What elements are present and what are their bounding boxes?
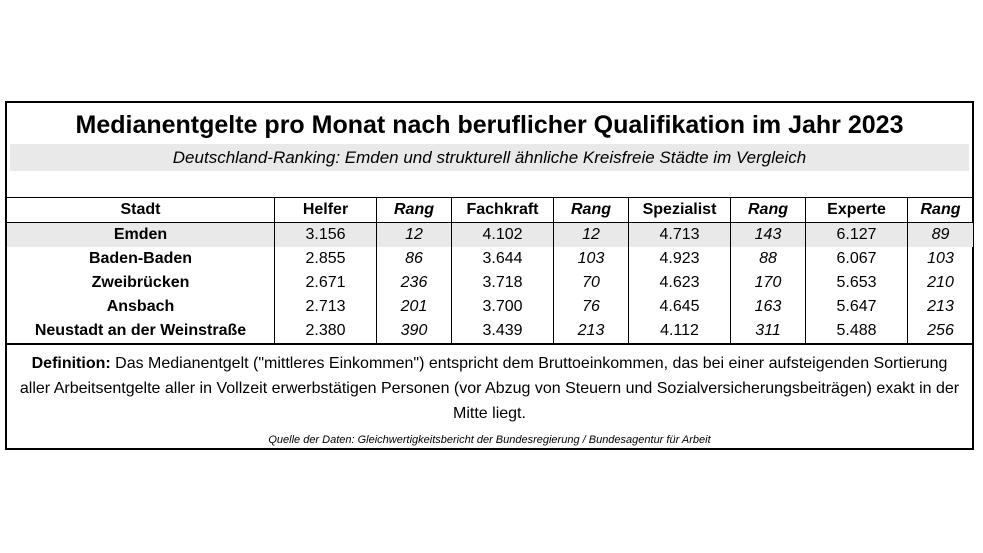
cell-fachkraft: 3.700 bbox=[451, 295, 554, 319]
header-rang-fachkraft: Rang bbox=[553, 197, 629, 223]
cell-rang-experte: 210 bbox=[907, 271, 974, 295]
cell-rang-spezialist: 311 bbox=[730, 319, 806, 345]
cell-rang-helfer: 12 bbox=[376, 222, 452, 247]
cell-fachkraft: 3.718 bbox=[451, 271, 554, 295]
cell-rang-experte: 103 bbox=[907, 247, 974, 271]
header-fachkraft: Fachkraft bbox=[451, 197, 554, 223]
cell-helfer: 2.855 bbox=[274, 247, 377, 271]
table-row: Ansbach 2.713 201 3.700 76 4.645 163 5.6… bbox=[6, 295, 974, 319]
cell-city: Zweibrücken bbox=[6, 271, 275, 295]
source-note: Quelle der Daten: Gleichwertigkeitsberic… bbox=[268, 434, 711, 446]
cell-city: Baden-Baden bbox=[6, 247, 275, 271]
cell-fachkraft: 4.102 bbox=[451, 222, 554, 247]
income-table: Stadt Helfer Rang Fachkraft Rang Spezial… bbox=[6, 197, 974, 345]
cell-experte: 5.653 bbox=[805, 271, 908, 295]
definition-body: Das Medianentgelt ("mittleres Einkommen"… bbox=[19, 355, 960, 422]
cell-rang-fachkraft: 70 bbox=[553, 271, 629, 295]
cell-fachkraft: 3.644 bbox=[451, 247, 554, 271]
cell-fachkraft: 3.439 bbox=[451, 319, 554, 345]
cell-spezialist: 4.713 bbox=[628, 222, 731, 247]
cell-helfer: 2.713 bbox=[274, 295, 377, 319]
header-rang-experte: Rang bbox=[907, 197, 974, 223]
cell-rang-fachkraft: 76 bbox=[553, 295, 629, 319]
cell-helfer: 3.156 bbox=[274, 222, 377, 247]
cell-rang-fachkraft: 103 bbox=[553, 247, 629, 271]
table-row: Emden 3.156 12 4.102 12 4.713 143 6.127 … bbox=[6, 222, 974, 247]
cell-helfer: 2.671 bbox=[274, 271, 377, 295]
cell-rang-spezialist: 170 bbox=[730, 271, 806, 295]
definition-text: Definition: Das Medianentgelt ("mittlere… bbox=[15, 351, 964, 426]
header-rang-spezialist: Rang bbox=[730, 197, 806, 223]
table-header-row: Stadt Helfer Rang Fachkraft Rang Spezial… bbox=[6, 197, 974, 223]
cell-rang-helfer: 86 bbox=[376, 247, 452, 271]
cell-rang-fachkraft: 213 bbox=[553, 319, 629, 345]
table-row: Baden-Baden 2.855 86 3.644 103 4.923 88 … bbox=[6, 247, 974, 271]
cell-rang-spezialist: 143 bbox=[730, 222, 806, 247]
cell-rang-helfer: 236 bbox=[376, 271, 452, 295]
header-rang-helfer: Rang bbox=[376, 197, 452, 223]
cell-experte: 5.647 bbox=[805, 295, 908, 319]
cell-rang-fachkraft: 12 bbox=[553, 222, 629, 247]
cell-spezialist: 4.923 bbox=[628, 247, 731, 271]
cell-rang-experte: 256 bbox=[907, 319, 974, 345]
cell-helfer: 2.380 bbox=[274, 319, 377, 345]
cell-rang-helfer: 390 bbox=[376, 319, 452, 345]
cell-spezialist: 4.645 bbox=[628, 295, 731, 319]
table-row: Zweibrücken 2.671 236 3.718 70 4.623 170… bbox=[6, 271, 974, 295]
cell-experte: 6.067 bbox=[805, 247, 908, 271]
cell-experte: 5.488 bbox=[805, 319, 908, 345]
cell-city: Neustadt an der Weinstraße bbox=[6, 319, 275, 345]
cell-rang-experte: 213 bbox=[907, 295, 974, 319]
cell-rang-helfer: 201 bbox=[376, 295, 452, 319]
cell-rang-spezialist: 88 bbox=[730, 247, 806, 271]
header-helfer: Helfer bbox=[274, 197, 377, 223]
page-subtitle: Deutschland-Ranking: Emden und strukture… bbox=[10, 144, 969, 171]
infographic-frame: Medianentgelte pro Monat nach berufliche… bbox=[5, 101, 974, 450]
definition-lead: Definition: bbox=[31, 355, 111, 372]
cell-rang-experte: 89 bbox=[907, 222, 974, 247]
cell-spezialist: 4.112 bbox=[628, 319, 731, 345]
header-spezialist: Spezialist bbox=[628, 197, 731, 223]
cell-spezialist: 4.623 bbox=[628, 271, 731, 295]
header-experte: Experte bbox=[805, 197, 908, 223]
page-title: Medianentgelte pro Monat nach berufliche… bbox=[75, 111, 904, 139]
header-stadt: Stadt bbox=[6, 197, 275, 223]
cell-rang-spezialist: 163 bbox=[730, 295, 806, 319]
cell-experte: 6.127 bbox=[805, 222, 908, 247]
cell-city: Ansbach bbox=[6, 295, 275, 319]
cell-city: Emden bbox=[6, 222, 275, 247]
table-row: Neustadt an der Weinstraße 2.380 390 3.4… bbox=[6, 319, 974, 345]
